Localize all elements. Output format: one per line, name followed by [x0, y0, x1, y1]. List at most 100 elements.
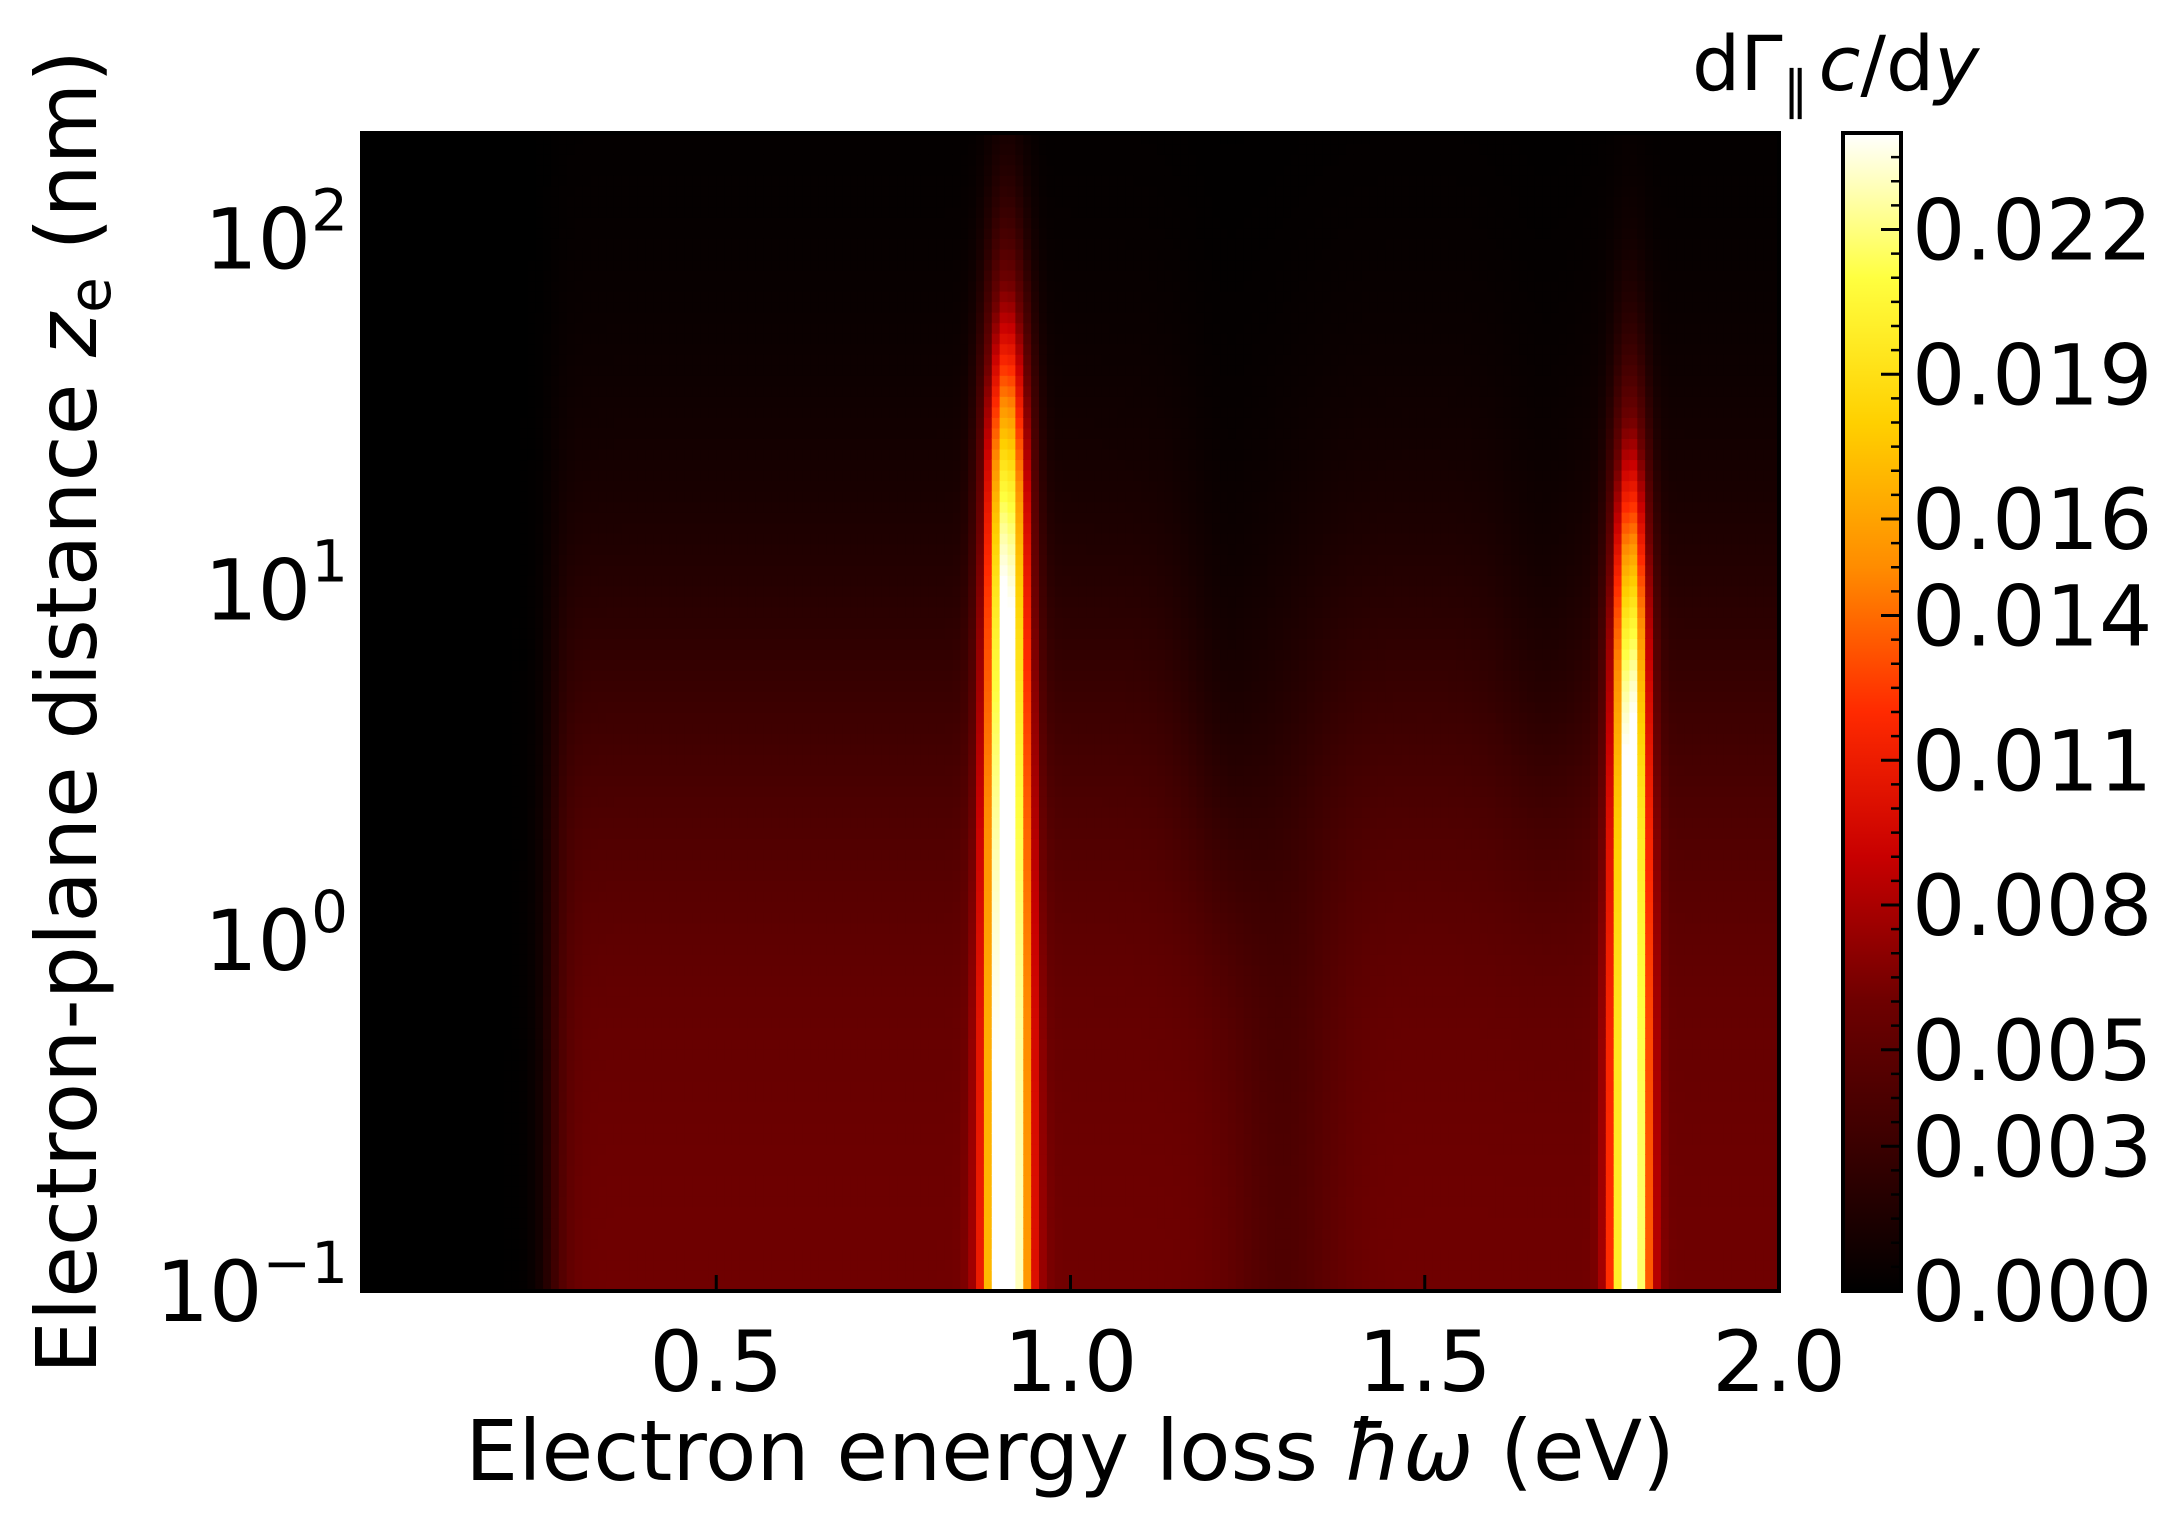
heatmap-cell [409, 1112, 418, 1124]
heatmap-cell [472, 754, 481, 766]
heatmap-cell [393, 890, 403, 903]
heatmap-cell [527, 922, 536, 934]
heatmap-cell [527, 290, 536, 303]
heatmap-cell [653, 533, 662, 545]
heatmap-cell [543, 985, 552, 997]
heatmap-cell [432, 912, 442, 924]
heatmap-cell [653, 143, 662, 155]
heatmap-cell [566, 869, 576, 882]
heatmap-cell [574, 796, 584, 808]
heatmap-cell [456, 606, 466, 618]
heatmap-cell [574, 1038, 584, 1050]
heatmap-cell [369, 490, 379, 503]
heatmap-cell [637, 354, 647, 366]
heatmap-cell [574, 522, 584, 534]
heatmap-cell [440, 1164, 450, 1176]
heatmap-cell [432, 427, 442, 439]
heatmap-cell [550, 775, 560, 787]
heatmap-cell [543, 796, 552, 808]
heatmap-cell [613, 1175, 623, 1187]
heatmap-cell [653, 743, 662, 755]
heatmap-cell [621, 1269, 631, 1282]
heatmap-cell [606, 385, 615, 397]
heatmap-cell [684, 522, 694, 534]
heatmap-cell [621, 796, 631, 808]
heatmap-cell [511, 617, 521, 629]
heatmap-cell [456, 638, 466, 650]
heatmap-cell [432, 259, 442, 271]
heatmap-cell [503, 1143, 513, 1155]
heatmap-cell [582, 522, 591, 534]
heatmap-cell [684, 806, 694, 818]
heatmap-cell [369, 985, 379, 997]
heatmap-cell [708, 175, 717, 187]
heatmap-cell [621, 143, 631, 155]
heatmap-cell [550, 943, 560, 955]
heatmap-cell [362, 848, 371, 861]
heatmap-cell [716, 890, 725, 903]
heatmap-cell [519, 1006, 529, 1018]
heatmap-cell [440, 1027, 450, 1040]
heatmap-cell [708, 259, 717, 271]
heatmap-cell [432, 396, 442, 408]
heatmap-cell [535, 1280, 544, 1291]
heatmap-cell [432, 406, 442, 418]
heatmap-cell [456, 1185, 466, 1197]
heatmap-cell [676, 427, 686, 439]
heatmap-cell [629, 880, 639, 892]
heatmap-cell [362, 880, 371, 892]
heatmap-cell [621, 533, 631, 545]
heatmap-cell [629, 248, 639, 261]
heatmap-cell [362, 1196, 371, 1208]
heatmap-cell [519, 1112, 529, 1124]
heatmap-cell [621, 133, 631, 145]
heatmap-cell [716, 817, 725, 829]
heatmap-cell [661, 701, 670, 713]
heatmap-cell [550, 617, 560, 629]
heatmap-cell [637, 290, 647, 303]
heatmap-cell [385, 396, 395, 408]
heatmap-cell [676, 522, 686, 534]
heatmap-cell [621, 1069, 631, 1082]
heatmap-cell [692, 764, 702, 776]
heatmap-cell [637, 1217, 647, 1229]
heatmap-cell [637, 754, 647, 766]
heatmap-cell [574, 1143, 584, 1155]
heatmap-cell [550, 417, 560, 429]
heatmap-cell [566, 996, 576, 1008]
heatmap-cell [527, 164, 536, 176]
heatmap-cell [511, 838, 521, 850]
heatmap-cell [519, 806, 529, 818]
heatmap-cell [550, 522, 560, 534]
heatmap-cell [629, 543, 639, 555]
heatmap-cell [684, 1006, 694, 1018]
heatmap-cell [606, 638, 615, 650]
heatmap-cell [543, 469, 552, 482]
heatmap-cell [582, 154, 591, 166]
heatmap-cell [409, 838, 418, 850]
heatmap-cell [582, 1164, 591, 1176]
heatmap-cell [503, 227, 513, 239]
heatmap-cell [448, 701, 458, 713]
heatmap-cell [661, 396, 670, 408]
heatmap-cell [574, 543, 584, 555]
heatmap-cell [629, 996, 639, 1008]
heatmap-cell [700, 554, 710, 566]
heatmap-cell [377, 901, 387, 913]
heatmap-cell [621, 1059, 631, 1071]
heatmap-cell [558, 311, 568, 324]
heatmap-cell [621, 280, 631, 292]
heatmap-cell [440, 922, 450, 934]
heatmap-cell [464, 259, 473, 271]
heatmap-cell [417, 554, 426, 566]
heatmap-cell [440, 912, 450, 924]
heatmap-cell [448, 1069, 458, 1082]
heatmap-cell [606, 1280, 615, 1291]
heatmap-cell [424, 806, 434, 818]
heatmap-cell [669, 1069, 678, 1082]
heatmap-cell [503, 1017, 513, 1029]
heatmap-cell [464, 838, 473, 850]
heatmap-cell [653, 869, 662, 882]
heatmap-cell [613, 143, 623, 155]
heatmap-cell [385, 1133, 395, 1145]
